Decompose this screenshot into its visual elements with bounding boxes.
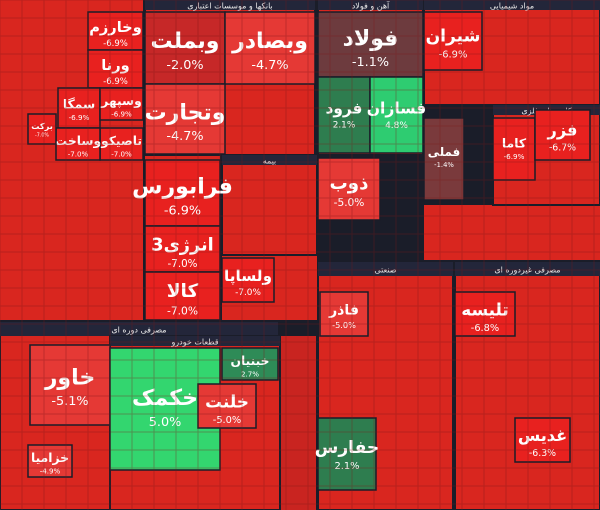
tile-name: وساخت	[55, 134, 101, 148]
tile-change: -5.0%	[332, 320, 356, 330]
tile-change: -7.0%	[167, 305, 198, 318]
tile-change: -6.9%	[69, 113, 90, 122]
tile-name: وتجارت	[145, 100, 226, 125]
tile-change: -5.1%	[51, 394, 88, 409]
tile-change: -6.8%	[471, 323, 499, 334]
tile-change: -4.9%	[40, 466, 61, 475]
tile-change: 2.1%	[334, 461, 359, 472]
tile-name: فسازان	[367, 99, 427, 117]
tile-change: -7.0%	[68, 149, 89, 158]
panel	[424, 205, 600, 260]
tile-change: -1.4%	[434, 161, 454, 169]
sector-title: صنعتی	[374, 266, 396, 275]
tile-change: -6.9%	[164, 203, 201, 218]
tile-change: -7.0%	[168, 258, 198, 270]
sector-title: مواد شیمیایی	[490, 2, 534, 11]
tile-change: 5.0%	[149, 415, 182, 430]
tile-change: -6.7%	[549, 142, 576, 153]
panel	[280, 336, 316, 510]
sector-title: بانکها و موسسات اعتباری	[187, 2, 273, 11]
tile-name: حفارس	[315, 438, 379, 458]
tile-change: 2.1%	[333, 120, 356, 130]
tile-name: ولساپا	[224, 267, 272, 286]
tile-change: -7.0%	[111, 149, 132, 158]
sector-title: مصرفی دوره ای	[111, 326, 166, 335]
tile-name: خزامیا	[31, 451, 69, 465]
tile-name: ورنا	[101, 57, 129, 74]
tile-change: -6.3%	[529, 448, 556, 459]
tile-name: فزر	[547, 121, 578, 140]
tile-change: -6.9%	[439, 49, 468, 60]
tile-change: -4.7%	[166, 129, 203, 144]
tile-name: سمگا	[63, 96, 95, 111]
tile-name: کاما	[502, 136, 527, 151]
tile-name: فرود	[326, 99, 363, 117]
tile-change: -6.9%	[111, 109, 132, 118]
tile-name: ذوب	[330, 173, 369, 194]
tile-name: کالا	[167, 281, 199, 302]
tile-name: انرژی3	[151, 235, 213, 255]
tile-name: خلنت	[205, 391, 249, 411]
tile-name: شیران	[426, 26, 481, 46]
tile-name: فولاد	[343, 26, 399, 51]
sector-title: قطعات خودرو	[170, 338, 218, 347]
tile-name: فرابورس	[132, 175, 233, 200]
tile-name: تاصیکو	[100, 134, 142, 148]
sector-title: بیمه	[263, 157, 277, 166]
tile-change: -6.9%	[504, 152, 525, 161]
tile-name: غدیس	[518, 426, 567, 445]
tile-name: تلیسه	[461, 299, 509, 319]
tile-name: خاور	[44, 366, 95, 391]
tile-name: فملی	[428, 145, 460, 159]
tile-name: خبنیان	[230, 354, 269, 368]
tile-name: وبملت	[151, 29, 220, 54]
sector-title: آهن و فولاد	[352, 1, 390, 11]
tile-change: -5.0%	[213, 415, 241, 426]
tile-change: 4.8%	[385, 121, 408, 131]
tile-change: -4.7%	[251, 58, 288, 73]
tile-name: وبصادر	[231, 29, 308, 54]
tile	[423, 117, 465, 201]
tile-name: خکمک	[132, 386, 198, 411]
tile-change: -1.1%	[352, 55, 389, 70]
tile-change: 2.7%	[241, 369, 259, 378]
tile-change: -5.0%	[334, 197, 365, 209]
tile-change: -7.0%	[235, 288, 261, 298]
tile-name: وسپهر	[100, 94, 142, 108]
tile-name: برکت	[31, 121, 53, 132]
tile-change: -6.9%	[103, 77, 128, 87]
tile-name: فاذر	[328, 302, 359, 318]
sector-panel	[221, 154, 318, 256]
tile-change: -2.0%	[166, 58, 203, 73]
tile-change: -7.0%	[35, 133, 49, 139]
tile-name: وخارزم	[89, 19, 142, 36]
sector-title: مصرفی غیردوره ای	[494, 266, 560, 275]
tile-change: -6.9%	[103, 39, 128, 49]
